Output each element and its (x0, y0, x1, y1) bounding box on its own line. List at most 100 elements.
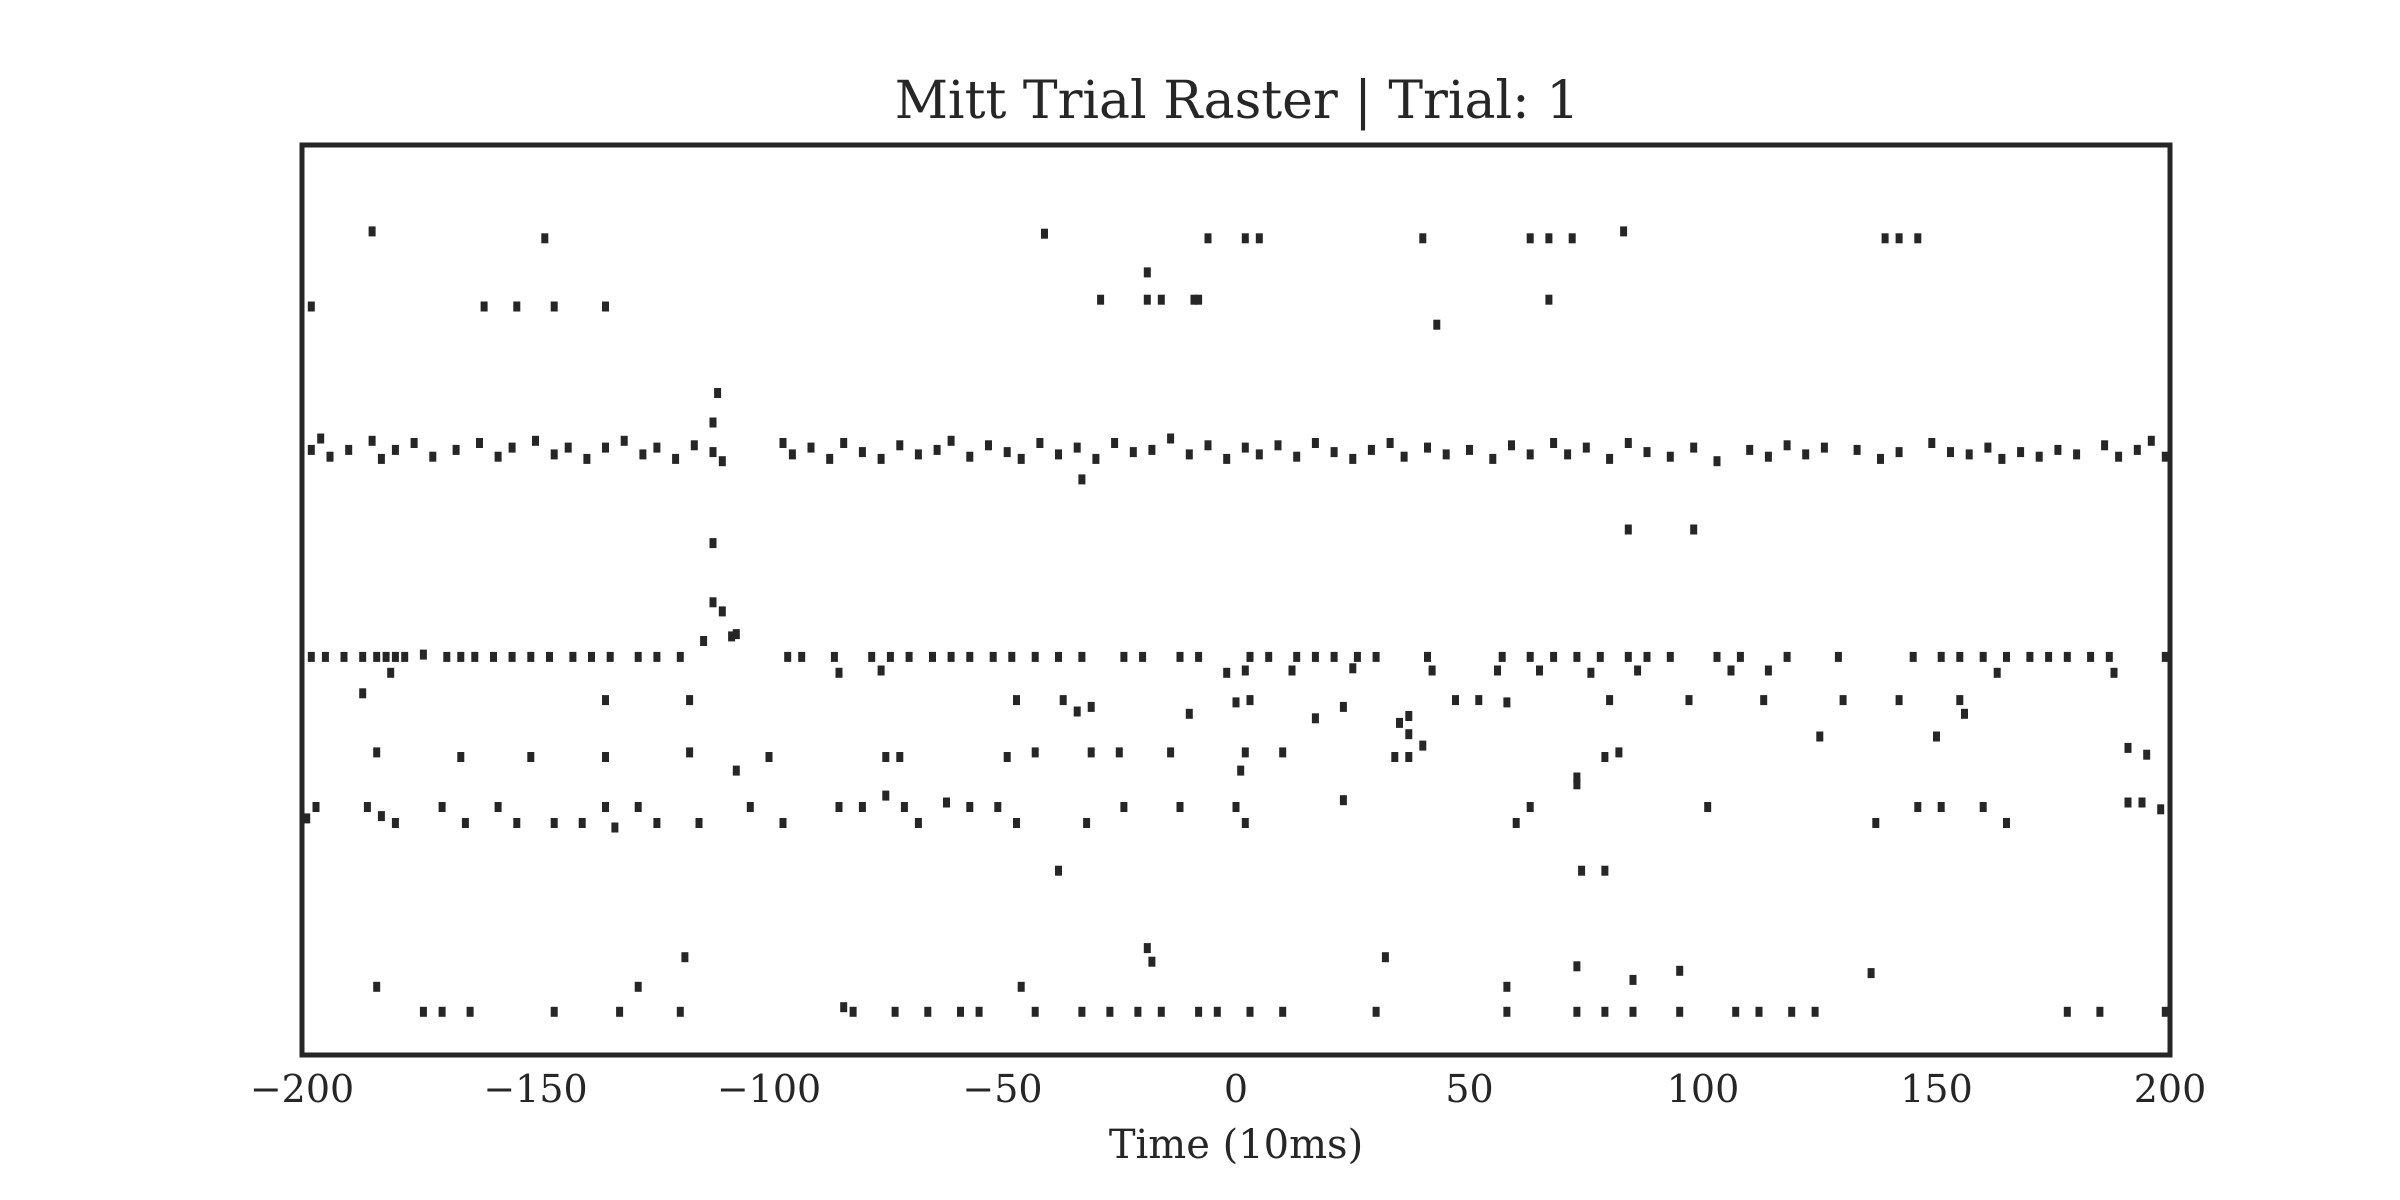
spike-point (1339, 795, 1347, 806)
spike-point (307, 444, 315, 455)
spike-point (1274, 440, 1282, 451)
spike-point (1424, 442, 1431, 453)
spike-point (1041, 228, 1048, 239)
spike-point (1937, 651, 1945, 662)
spike-point (368, 226, 376, 237)
spike-point (410, 438, 418, 448)
spike-point (508, 442, 516, 453)
spike-point (1157, 1006, 1165, 1017)
x-tick-label: 0 (1224, 1067, 1248, 1111)
spike-point (1508, 440, 1515, 451)
spike-point (359, 651, 367, 662)
spike-point (461, 818, 469, 828)
spike-point (1134, 1006, 1142, 1017)
spike-point (882, 790, 890, 801)
x-axis-label: Time (10ms) (1109, 1122, 1363, 1168)
spike-point (345, 444, 353, 455)
x-tick-label: 100 (1667, 1067, 1740, 1111)
spike-point (1176, 651, 1184, 662)
spike-point (2157, 804, 2165, 815)
spike-point (1690, 524, 1698, 535)
spike-point (550, 301, 558, 312)
spike-point (1713, 651, 1721, 662)
spike-point (606, 651, 614, 662)
spike-point (681, 952, 689, 963)
spike-point (1167, 433, 1175, 444)
spike-point (1386, 438, 1394, 448)
spike-point (826, 453, 834, 464)
spike-point (1003, 447, 1011, 458)
spike-point (1676, 1006, 1684, 1017)
spike-point (1489, 453, 1497, 464)
spike-point (1195, 1006, 1203, 1017)
spike-point (1550, 651, 1558, 662)
spike-point (690, 440, 698, 451)
spike-point (1956, 651, 1964, 662)
spike-point (1190, 294, 1198, 305)
spike-point (2026, 651, 2034, 662)
spike-point (891, 1006, 899, 1017)
spike-point (363, 802, 371, 812)
spike-point (2133, 444, 2141, 455)
spike-point (1666, 451, 1674, 462)
spike-point (1947, 447, 1954, 458)
spike-point (1400, 451, 1408, 462)
spike-point (882, 752, 890, 762)
spike-point (1690, 442, 1698, 453)
spike-point (1606, 453, 1614, 464)
spike-point (1601, 752, 1609, 762)
spike-point (1895, 233, 1903, 244)
spike-point (480, 301, 488, 312)
spike-point (490, 651, 497, 662)
spike-point (438, 1006, 446, 1017)
spike-point (1311, 651, 1319, 662)
spike-point (966, 802, 974, 812)
spike-point (1246, 695, 1254, 706)
spike-point (1564, 449, 1572, 460)
spike-point (957, 1006, 964, 1017)
spike-point (1349, 453, 1357, 464)
spike-point (620, 435, 628, 446)
spike-point (746, 802, 754, 812)
spike-point (1993, 667, 2001, 678)
spike-point (634, 651, 642, 662)
spike-point (1031, 1006, 1039, 1017)
spike-point (943, 797, 950, 808)
spike-point (1241, 233, 1249, 244)
spike-point (452, 444, 460, 455)
spike-point (550, 818, 558, 828)
spike-point (1349, 663, 1357, 674)
spike-point (676, 1006, 684, 1017)
spike-point (849, 1006, 857, 1017)
spike-point (1311, 438, 1319, 448)
spike-point (858, 447, 866, 458)
spike-point (2147, 435, 2155, 446)
spike-point (2105, 651, 2113, 662)
spike-point (419, 649, 427, 660)
spike-point (1713, 456, 1721, 467)
spike-point (602, 752, 609, 762)
spike-point (634, 981, 642, 992)
spike-point (1933, 731, 1940, 742)
spike-point (1550, 438, 1558, 448)
spike-point (1092, 453, 1100, 464)
spike-point (377, 453, 385, 464)
spike-point (1120, 802, 1128, 812)
spike-point (868, 651, 876, 662)
spike-point (541, 233, 549, 244)
spike-point (1732, 1006, 1740, 1017)
spike-point (1017, 981, 1025, 992)
spike-point (1367, 444, 1375, 455)
spike-point (1003, 752, 1011, 762)
spike-point (1246, 651, 1254, 662)
spike-point (788, 449, 796, 460)
spike-point (602, 802, 609, 812)
spike-point (1545, 233, 1553, 244)
spike-point (1279, 1006, 1287, 1017)
spike-point (1185, 449, 1193, 460)
spike-point (1466, 444, 1473, 455)
spike-point (1606, 695, 1614, 706)
spike-point (1620, 226, 1628, 237)
spike-point (1241, 665, 1249, 676)
spike-point (1629, 974, 1637, 985)
